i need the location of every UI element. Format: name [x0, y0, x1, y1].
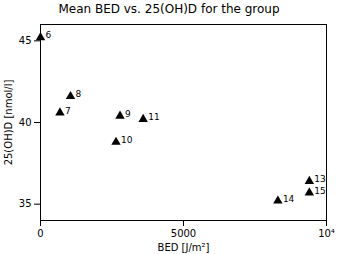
html-text:Mean BED vs. 25(OH)D for the g: Mean BED vs. 25(OH)D for the group: [58, 2, 280, 16]
svg-text:6: 6: [46, 30, 52, 40]
svg-text:BED [J/m²]: BED [J/m²]: [158, 242, 210, 253]
svg-text:40: 40: [19, 117, 32, 128]
svg-text:35: 35: [19, 198, 32, 209]
svg-text:10⁴: 10⁴: [318, 228, 335, 239]
svg-text:10: 10: [121, 135, 133, 145]
svg-text:0: 0: [37, 228, 43, 239]
svg-text:25(OH)D [nmol/l]: 25(OH)D [nmol/l]: [3, 80, 14, 166]
svg-text:8: 8: [76, 89, 82, 99]
svg-text:13: 13: [314, 174, 325, 184]
svg-text:11: 11: [148, 112, 159, 122]
svg-text:9: 9: [125, 109, 131, 119]
svg-text:14: 14: [283, 194, 295, 204]
svg-text:7: 7: [65, 106, 71, 116]
svg-text:5000: 5000: [171, 228, 196, 239]
svg-text:45: 45: [19, 35, 32, 46]
svg-text:15: 15: [314, 186, 325, 196]
